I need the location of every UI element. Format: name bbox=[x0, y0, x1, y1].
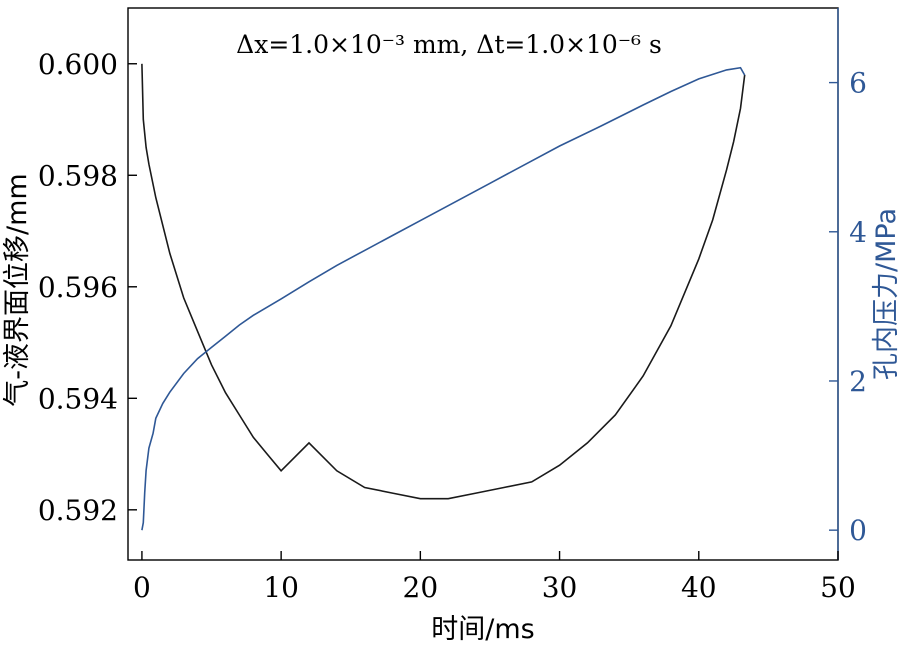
x-tick-label: 30 bbox=[542, 571, 578, 604]
right-y-tick-label: 4 bbox=[849, 216, 867, 249]
right-y-tick-label: 0 bbox=[849, 514, 867, 547]
x-tick-label: 50 bbox=[820, 571, 856, 604]
left-y-axis-ticks: 0.592 0.594 0.596 0.598 0.600 bbox=[38, 48, 137, 527]
right-y-axis-title: 孔内压力/MPa bbox=[871, 208, 902, 380]
x-axis-ticks: 0 10 20 30 40 50 bbox=[133, 551, 856, 604]
pressure-line bbox=[141, 66, 746, 531]
left-y-tick-label: 0.600 bbox=[38, 48, 118, 81]
parameter-annotation: Δx=1.0×10⁻³ mm, Δt=1.0×10⁻⁶ s bbox=[236, 30, 662, 59]
x-axis-title: 时间/ms bbox=[431, 614, 534, 645]
left-y-tick-label: 0.592 bbox=[38, 494, 118, 527]
x-tick-label: 0 bbox=[133, 571, 151, 604]
x-tick-label: 20 bbox=[403, 571, 439, 604]
displacement-line bbox=[141, 63, 746, 500]
left-y-tick-label: 0.594 bbox=[38, 382, 118, 415]
plot-content bbox=[141, 63, 746, 531]
right-y-axis-ticks: 0 2 4 6 bbox=[829, 67, 867, 547]
x-tick-label: 40 bbox=[681, 571, 717, 604]
right-y-tick-label: 2 bbox=[849, 365, 867, 398]
right-y-tick-label: 6 bbox=[849, 67, 867, 100]
x-tick-label: 10 bbox=[263, 571, 299, 604]
left-y-tick-label: 0.598 bbox=[38, 159, 118, 192]
left-y-axis-title: 气-液界面位移/mm bbox=[2, 173, 33, 406]
left-y-tick-label: 0.596 bbox=[38, 271, 118, 304]
